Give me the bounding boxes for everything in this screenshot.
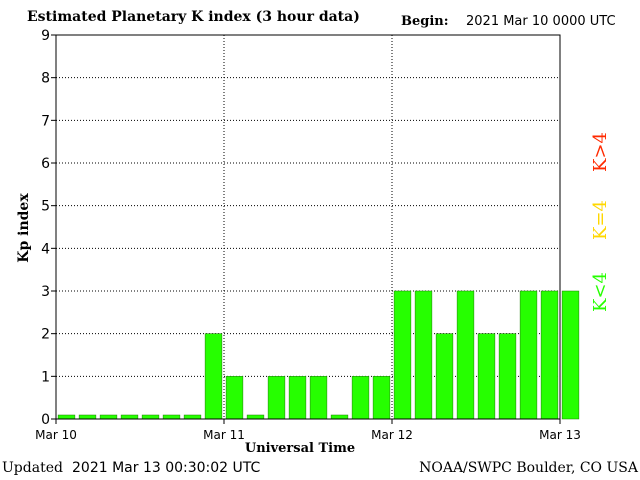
legend-k-less: K<4 bbox=[590, 272, 611, 312]
axis-ticks: 0 1 2 3 4 5 6 7 8 9 Mar 10 Mar 11 Mar 12 Mar 13 bbox=[35, 28, 581, 442]
y-tick-label: 3 bbox=[41, 284, 50, 300]
y-tick-label: 2 bbox=[41, 327, 50, 343]
y-tick-label: 0 bbox=[41, 412, 50, 428]
kp-bar bbox=[78, 414, 97, 420]
y-tick-label: 6 bbox=[41, 156, 50, 172]
x-axis-label: Universal Time bbox=[245, 441, 355, 456]
kp-bar bbox=[141, 414, 160, 420]
kp-bar bbox=[456, 290, 475, 420]
kp-bar bbox=[519, 290, 538, 420]
kp-bar bbox=[99, 414, 118, 420]
bars bbox=[57, 290, 580, 420]
y-tick-label: 8 bbox=[41, 71, 50, 87]
updated-label: Updated bbox=[2, 460, 63, 476]
chart-title: Estimated Planetary K index (3 hour data… bbox=[27, 9, 360, 25]
kp-bar bbox=[414, 290, 433, 420]
kp-bar bbox=[561, 290, 580, 420]
kp-bar bbox=[498, 333, 517, 420]
x-tick-label: Mar 13 bbox=[539, 428, 581, 442]
kp-bar bbox=[372, 376, 391, 420]
kp-bar bbox=[183, 414, 202, 420]
kp-bar bbox=[330, 414, 349, 420]
x-tick-label: Mar 10 bbox=[35, 428, 77, 442]
kp-bar bbox=[204, 333, 223, 420]
kp-bar bbox=[288, 376, 307, 420]
updated-timestamp: 2021 Mar 13 00:30:02 UTC bbox=[72, 460, 261, 476]
legend-k-equal: K=4 bbox=[590, 200, 611, 240]
kp-bar bbox=[477, 333, 496, 420]
y-axis-label: Kp index bbox=[16, 193, 32, 263]
kp-bar bbox=[540, 290, 559, 420]
begin-label: Begin: bbox=[401, 14, 449, 29]
plot-frame bbox=[55, 34, 561, 420]
kp-bar bbox=[309, 376, 328, 420]
kp-bar bbox=[393, 290, 412, 420]
kp-bar bbox=[267, 376, 286, 420]
y-tick-label: 7 bbox=[41, 113, 50, 129]
begin-value: 2021 Mar 10 0000 UTC bbox=[466, 14, 616, 29]
legend-k-greater: K>4 bbox=[590, 132, 611, 172]
grid-lines bbox=[56, 35, 560, 419]
kp-bar bbox=[435, 333, 454, 420]
y-tick-label: 1 bbox=[41, 369, 50, 385]
y-tick-label: 4 bbox=[41, 241, 50, 257]
kp-bar bbox=[225, 376, 244, 420]
kp-bar bbox=[246, 414, 265, 420]
kp-bar bbox=[57, 414, 76, 420]
x-tick-label: Mar 12 bbox=[371, 428, 413, 442]
credit-text: NOAA/SWPC Boulder, CO USA bbox=[419, 460, 638, 476]
kp-bar bbox=[351, 376, 370, 420]
kp-bar bbox=[162, 414, 181, 420]
y-tick-label: 5 bbox=[41, 199, 50, 215]
y-tick-label: 9 bbox=[41, 28, 50, 44]
kp-bar bbox=[120, 414, 139, 420]
x-tick-label: Mar 11 bbox=[203, 428, 245, 442]
